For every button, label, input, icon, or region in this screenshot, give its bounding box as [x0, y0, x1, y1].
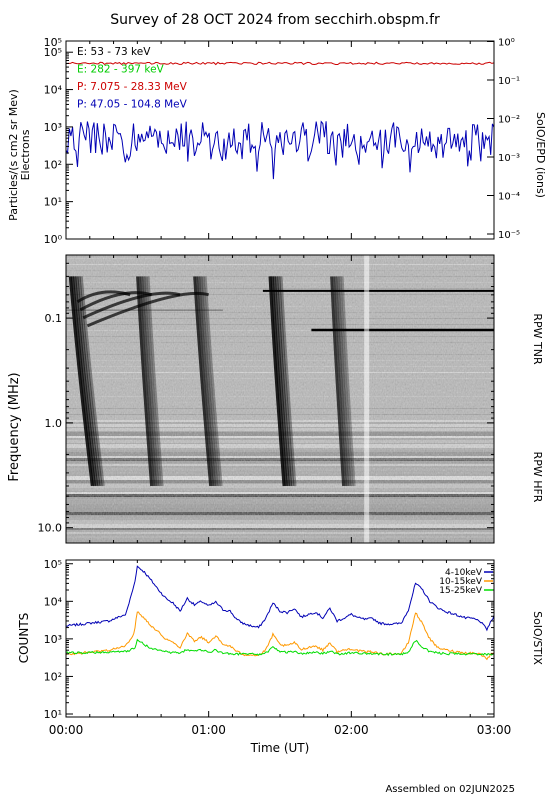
particles-legend-entry: E: 282 - 397 keV — [77, 64, 165, 76]
epd-ytick-label: 10⁰ — [498, 38, 515, 49]
tnr-right-label: RPW TNR — [531, 313, 544, 365]
particles-ytick-label: 10⁰ — [44, 233, 63, 246]
data-gap-stripe — [364, 255, 370, 543]
radio-burst-arc — [86, 291, 210, 328]
radio-burst-streak — [140, 276, 157, 487]
frequency-ytick-label: 0.1 — [45, 312, 63, 325]
radio-burst-streak — [199, 276, 219, 487]
particles-legend-entry: P: 7.075 - 28.33 MeV — [77, 81, 188, 93]
stix-right-label: SoIO/STIX — [531, 611, 544, 665]
particles-legend-entry: E: 53 - 73 keV — [77, 46, 151, 58]
radio-burst-streak — [279, 276, 297, 487]
stix-panel: 10¹ 10² 10³ 10⁴ 10⁵ 00:00 01:00 02:00 03:00 4-1… — [17, 558, 544, 755]
radio-burst-streak — [70, 276, 96, 487]
particles-ylabel-electrons: Electrons — [19, 129, 32, 180]
stix-legend-entry: 10-15keV — [439, 577, 483, 587]
assembled-footer: Assembled on 02JUN2025 — [385, 784, 515, 795]
stix-legend-entry: 4-10keV — [445, 568, 483, 578]
time-xtick-label: 03:00 — [477, 723, 512, 737]
radio-burst-streak — [142, 276, 160, 487]
radio-burst-streak — [277, 276, 295, 487]
frequency-ytick-label: 10.0 — [38, 522, 63, 535]
particles-ytick-label: 10³ — [44, 121, 62, 134]
stix-series-line — [66, 638, 494, 657]
radio-burst-streak — [275, 276, 293, 487]
epd-ytick-label: 10⁻² — [498, 115, 520, 126]
counts-ytick-label: 10³ — [44, 633, 62, 646]
radio-burst-streak — [73, 276, 99, 487]
counts-ylabel: COUNTS — [17, 613, 31, 664]
radio-burst-streak — [330, 276, 345, 487]
epd-ytick-label: 10⁻⁴ — [498, 192, 520, 203]
particles-series-line — [66, 61, 494, 66]
counts-ytick-label: 10⁵ — [44, 558, 62, 571]
counts-ytick-label: 10⁴ — [44, 595, 63, 608]
figure-title: Survey of 28 OCT 2024 from secchirh.obsp… — [110, 12, 440, 28]
stix-legend-entry: 15-25keV — [439, 586, 483, 596]
frequency-ytick-label: 1.0 — [45, 417, 63, 430]
particles-ytick-label: 10⁵ — [44, 36, 62, 49]
time-xtick-label: 01:00 — [191, 723, 226, 737]
radio-burst-streak — [197, 276, 217, 487]
particles-legend-entry: P: 47.05 - 104.8 MeV — [77, 99, 188, 111]
radio-burst-streak — [144, 276, 162, 487]
radio-burst-streak — [270, 276, 288, 487]
particles-series-line — [66, 120, 494, 180]
radio-burst-streak — [338, 276, 354, 487]
radio-burst-streak — [332, 276, 347, 487]
stix-series-line — [66, 611, 494, 661]
radio-burst-streak — [147, 276, 164, 487]
radio-burst-streak — [68, 276, 94, 487]
radio-burst-streak — [336, 276, 352, 487]
time-xtick-label: 02:00 — [334, 723, 369, 737]
stix-series-line — [66, 565, 494, 632]
radio-burst-streak — [201, 276, 221, 487]
radio-burst-streak — [272, 276, 290, 487]
radio-burst-streak — [268, 276, 286, 487]
frequency-ylabel: Frequency (MHz) — [7, 372, 22, 481]
counts-ytick-label: 10² — [44, 670, 62, 683]
radio-burst-streak — [75, 276, 101, 487]
time-xlabel: Time (UT) — [250, 741, 310, 755]
radio-burst-arc — [82, 291, 181, 320]
epd-ytick-label: 10⁻¹ — [498, 76, 520, 87]
radio-burst-streak — [136, 276, 153, 487]
counts-ytick-label: 10¹ — [44, 708, 62, 721]
epd-right-label: SoIO/EPD (ions) — [534, 112, 547, 198]
particles-ylabel: Particles/(s cm2 sr Mev) — [7, 89, 20, 221]
radio-burst-streak — [138, 276, 155, 487]
time-xtick-label: 00:00 — [49, 723, 84, 737]
hfr-right-label: RPW HFR — [531, 452, 544, 503]
particles-series-line — [66, 31, 494, 33]
epd-ytick-label: 10⁻³ — [498, 153, 520, 164]
epd-ytick-label: 10⁻⁵ — [498, 230, 520, 241]
radio-burst-streak — [204, 276, 223, 487]
particles-ytick-label: 10¹ — [44, 196, 62, 209]
particles-ytick-label: 10² — [44, 158, 62, 171]
radio-burst-streak — [195, 276, 214, 487]
particles-ytick-label: 10⁴ — [44, 84, 63, 97]
radio-burst-streak — [193, 276, 212, 487]
radio-burst-streak — [334, 276, 350, 487]
radio-spectrogram-panel: 0.1 1.0 10.0 Frequency (MHz) RPW TNR RPW H… — [7, 254, 544, 544]
radio-burst-arc — [79, 291, 153, 312]
particles-ytick-label: 10⁵ — [44, 46, 62, 59]
radio-burst-streak — [341, 276, 356, 487]
